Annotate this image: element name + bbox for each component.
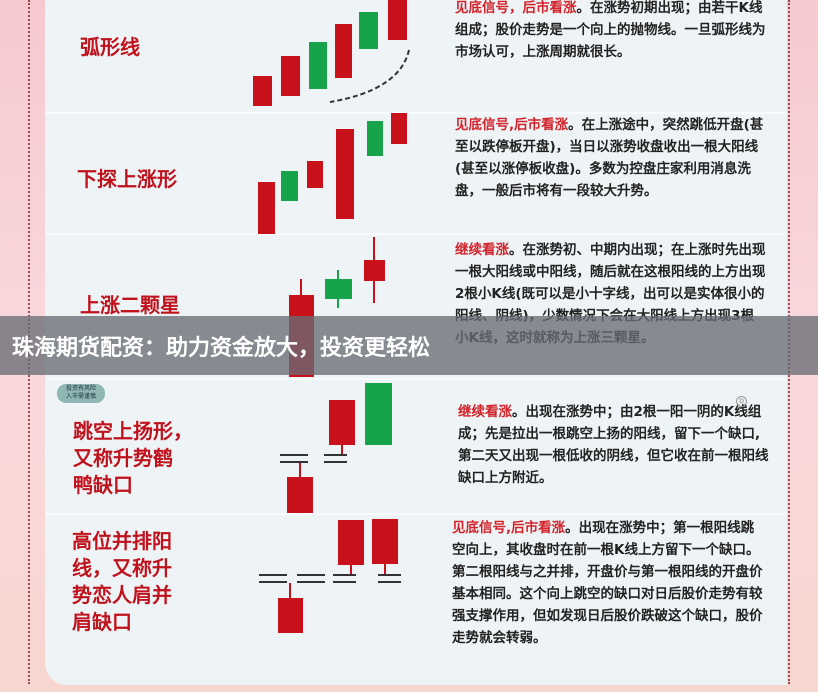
candle-green — [365, 383, 392, 445]
candle-red — [338, 520, 364, 565]
candle-red — [388, 0, 407, 40]
pattern-name-side-by-side: 高位并排阳 线，又称升 势恋人肩并 肩缺口 — [72, 529, 172, 634]
candle-red — [281, 56, 300, 96]
risk-disclaimer-badge: 投资有风险 入市需谨慎 — [57, 384, 105, 403]
pattern-name-arc: 弧形线 — [80, 35, 140, 59]
description-text: 。在涨势初期出现；由若干K线组成；股价走势是一个向上的抛物线。一旦弧形线为市场认… — [455, 0, 766, 60]
row-divider — [45, 112, 787, 114]
candle-red — [307, 161, 323, 188]
candle-red — [258, 182, 275, 234]
pattern-description: 见底信号,后市看涨。出现在涨势中；第一根阳线跳空向上，其收盘时在前一根K线上方留… — [452, 517, 764, 649]
candle-red — [372, 519, 398, 564]
candle-red — [364, 260, 385, 281]
description-text: 。在上涨途中，突然跳低开盘(甚至以跌停板开盘)，当日以涨势收盘收出一根大阳线(甚… — [455, 117, 764, 199]
gap-lines — [259, 454, 401, 583]
pattern-description: 见底信号，后市看涨。在涨势初期出现；由若干K线组成；股价走势是一个向上的抛物线。… — [455, 0, 767, 63]
row-divider — [45, 233, 787, 235]
candle-red — [278, 598, 303, 633]
promo-banner: 珠海期货配资：助力资金放大，投资更轻松 — [0, 316, 818, 375]
banner-text: 珠海期货配资：助力资金放大，投资更轻松 — [12, 336, 431, 361]
candle-red — [287, 477, 313, 513]
row-divider — [45, 513, 787, 515]
arc-trend-line — [329, 49, 410, 103]
pattern-description: 见底信号,后市看涨。在上涨途中，突然跳低开盘(甚至以跌停板开盘)，当日以涨势收盘… — [455, 114, 767, 202]
signal-text: 见底信号,后市看涨 — [455, 117, 569, 133]
description-text: 。出现在涨势中；第一根阳线跳空向上，其收盘时在前一根K线上方留下一个缺口。第二根… — [452, 520, 763, 646]
signal-text: 继续看涨 — [458, 404, 512, 420]
pattern-name-gap-up: 跳空上扬形， 又称升势鹤 鸭缺口 — [73, 419, 193, 497]
candle-green — [359, 12, 378, 49]
row-divider — [45, 378, 787, 380]
signal-text: 继续看涨 — [455, 242, 509, 258]
pattern-name-dip-rise: 下探上涨形 — [77, 167, 177, 191]
watermark-icon: D — [736, 396, 747, 407]
candle-green — [281, 171, 298, 201]
candle-red — [335, 24, 352, 78]
pattern-description: 继续看涨。出现在涨势中；由2根一阳一阴的K线组成；先是拉出一根跳空上扬的阳线，留… — [458, 401, 770, 489]
description-text: 。出现在涨势中；由2根一阳一阴的K线组成；先是拉出一根跳空上扬的阳线，留下一个缺… — [458, 404, 769, 486]
candle-red — [336, 129, 354, 219]
signal-text: 见底信号，后市看涨 — [455, 0, 577, 16]
candle-red — [253, 76, 272, 106]
candle-red — [391, 113, 407, 144]
candle-green — [325, 279, 352, 299]
signal-text: 见底信号,后市看涨 — [452, 520, 566, 536]
pattern-name-two-stars: 上涨二颗星 — [80, 293, 180, 317]
candle-green — [309, 42, 327, 89]
candle-red — [329, 400, 355, 445]
candle-green — [367, 121, 383, 156]
